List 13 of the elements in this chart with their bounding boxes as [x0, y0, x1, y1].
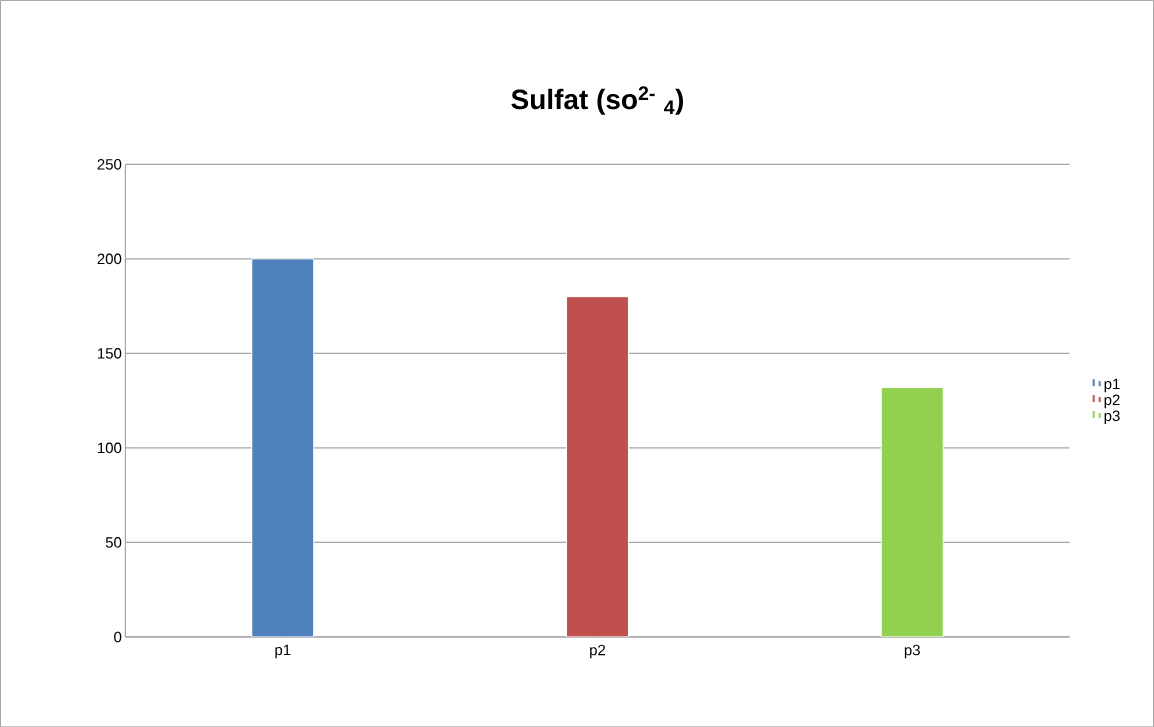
legend-label: p1	[1104, 378, 1120, 393]
x-tick-label: p3	[904, 644, 920, 659]
y-tick-label: 250	[97, 158, 122, 170]
x-tick-label: p1	[275, 644, 291, 658]
chart-title: Sulfat (so$^{2-}$ $_{4}$)	[511, 86, 684, 115]
y-tick-label: 200	[97, 253, 122, 264]
y-tick-label: 100	[98, 442, 122, 454]
y-tick-label: 0	[114, 631, 122, 643]
y-tick-label: 150	[98, 347, 122, 359]
y-tick-label: 50	[105, 536, 122, 548]
x-tick-label: p2	[590, 644, 606, 659]
legend-label: p3	[1104, 410, 1120, 424]
legend-label: p2	[1104, 394, 1120, 408]
